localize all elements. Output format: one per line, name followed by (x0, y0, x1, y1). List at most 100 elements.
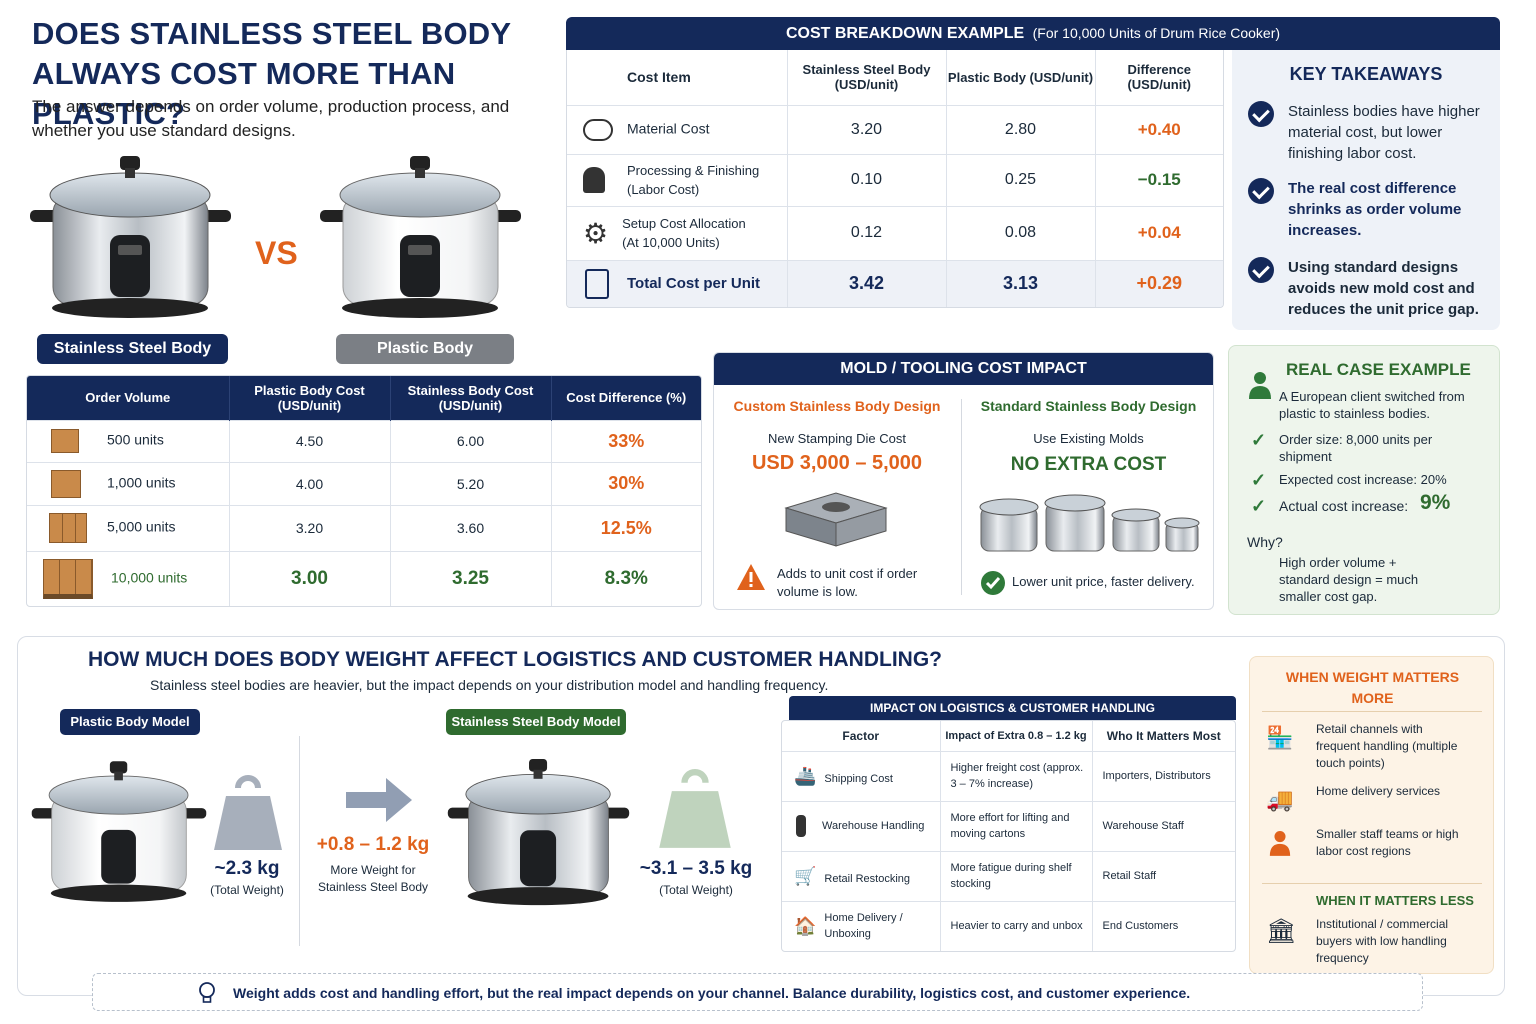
check-icon: ✓ (1251, 496, 1267, 516)
weight-icon-plastic (212, 774, 284, 857)
who-text: Warehouse Staff (1092, 800, 1235, 851)
check-circle-icon (980, 570, 1006, 601)
plastic-value: 3.13 (946, 259, 1096, 307)
impact-text: More fatigue during shelf stocking (940, 850, 1093, 901)
cost-item-label: Material Cost (627, 120, 710, 137)
table-row: 500 units 4.50 6.00 33% (27, 419, 701, 462)
boxes-icon (49, 513, 87, 543)
mold-tooling-panel: MOLD / TOOLING COST IMPACT Custom Stainl… (713, 352, 1214, 610)
impact-title: IMPACT ON LOGISTICS & CUSTOMER HANDLING (789, 696, 1236, 720)
standard-design-title: Standard Stainless Body Design (980, 398, 1197, 414)
col-cost-item: Cost Item (627, 69, 691, 86)
steel-model-label: Stainless Steel Body Model (446, 709, 626, 735)
volume-label: 5,000 units (107, 518, 176, 535)
plastic-cooker-image (318, 150, 523, 325)
table-row: Material Cost 3.20 2.80 +0.40 (567, 104, 1223, 154)
cost-item-sub: (Labor Cost) (627, 182, 700, 197)
weight-subtitle: Stainless steel bodies are heavier, but … (150, 677, 829, 693)
steel-weight-value: ~3.1 – 3.5 kg (639, 858, 753, 879)
impact-text: More effort for lifting and moving carto… (940, 800, 1093, 851)
stainless-cost: 6.00 (390, 419, 552, 462)
standard-design-note: Lower unit price, faster delivery. (1012, 574, 1195, 589)
cost-diff: 8.3% (551, 550, 701, 606)
matters-less-title: WHEN IT MATTERS LESS (1316, 893, 1474, 908)
plastic-value: 2.80 (946, 104, 1096, 154)
col-order-volume: Order Volume (27, 376, 230, 420)
takeaway-text: Using standard designs avoids new mold c… (1288, 259, 1479, 318)
divider (1262, 711, 1482, 712)
who-text: Retail Staff (1092, 850, 1235, 901)
divider (299, 736, 300, 946)
table-row: Processing & Finishing (Labor Cost) 0.10 … (567, 153, 1223, 206)
stainless-cost: 3.25 (390, 550, 552, 606)
plastic-body-label: Plastic Body (336, 334, 514, 364)
check-icon (1248, 178, 1274, 204)
plastic-cost: 4.00 (229, 461, 391, 505)
plastic-value: 0.08 (946, 205, 1096, 260)
extra-weight-value: +0.8 – 1.2 kg (316, 834, 430, 855)
table-row: 1,000 units 4.00 5.20 30% (27, 461, 701, 505)
impact-text: Heavier to carry and unbox (940, 900, 1093, 951)
lightbulb-icon (197, 981, 217, 1010)
page-title: DOES STAINLESS STEEL BODY ALWAYS COST MO… (32, 16, 511, 131)
col-who: Who It Matters Most (1091, 721, 1235, 751)
key-takeaways-title: KEY TAKEAWAYS (1289, 64, 1443, 84)
divider (1262, 883, 1482, 884)
cost-breakdown-header: COST BREAKDOWN EXAMPLE (For 10,000 Units… (566, 17, 1500, 50)
arrow-right-icon (346, 776, 414, 829)
stainless-cost: 5.20 (390, 461, 552, 505)
matters-more-item: Smaller staff teams or high labor cost r… (1316, 827, 1459, 858)
steel-value: 0.12 (787, 205, 947, 260)
real-case-order-size: Order size: 8,000 units per shipment (1279, 432, 1433, 464)
divider (961, 399, 962, 595)
table-row: ⚙ Setup Cost Allocation (At 10,000 Units)… (567, 205, 1223, 260)
mold-tooling-title: MOLD / TOOLING COST IMPACT (714, 353, 1213, 385)
cost-item-label: Setup Cost Allocation (622, 216, 746, 231)
check-icon: ✓ (1251, 470, 1267, 490)
diff-value: +0.29 (1095, 259, 1223, 307)
ship-icon: 🚢 (794, 765, 817, 786)
pallet-icon (43, 558, 93, 599)
who-text: Importers, Distributors (1092, 750, 1235, 801)
takeaway-text: Stainless bodies have higher material co… (1288, 103, 1480, 162)
plastic-weight-value: ~2.3 kg (214, 858, 280, 879)
stainless-cooker-image (28, 150, 233, 325)
cost-diff: 30% (551, 461, 701, 505)
steel-value: 0.10 (787, 153, 947, 206)
volume-label: 10,000 units (111, 569, 188, 586)
col-plastic-cost: Plastic Body Cost (USD/unit) (229, 376, 391, 420)
factor-label: Home Delivery / Unboxing (824, 912, 903, 941)
cost-breakdown-table: Cost Item Stainless Steel Body (USD/unit… (566, 50, 1224, 308)
matters-more-title: WHEN WEIGHT MATTERS MORE (1285, 669, 1460, 706)
factor-label: Shipping Cost (824, 772, 893, 785)
diff-value: +0.04 (1095, 205, 1223, 260)
material-roll-icon (583, 118, 613, 141)
check-icon (1248, 257, 1274, 283)
table-row-total: Total Cost per Unit 3.42 3.13 +0.29 (567, 259, 1223, 307)
footer-text: Weight adds cost and handling effort, bu… (233, 985, 1191, 1001)
col-plastic: Plastic Body (USD/unit) (945, 50, 1095, 105)
custom-design-sub: New Stamping Die Cost (768, 431, 906, 446)
real-case-panel: REAL CASE EXAMPLE A European client swit… (1228, 345, 1500, 615)
standard-design-sub: Use Existing Molds (1033, 431, 1144, 446)
footer-banner: Weight adds cost and handling effort, bu… (92, 973, 1423, 1011)
vs-text: VS (255, 235, 298, 271)
steel-value: 3.42 (787, 259, 947, 307)
plastic-model-label: Plastic Body Model (60, 709, 200, 735)
steel-weight-note: (Total Weight) (659, 883, 733, 897)
check-icon (1248, 101, 1274, 127)
diff-value: +0.40 (1095, 104, 1223, 154)
cost-item-sub: (At 10,000 Units) (622, 235, 720, 250)
factor-label: Warehouse Handling (822, 819, 925, 832)
real-case-actual-label: Actual cost increase: (1279, 498, 1409, 514)
box-icon (51, 429, 79, 453)
factor-label: Retail Restocking (824, 872, 911, 885)
gear-icon: ⚙ (583, 217, 609, 249)
col-steel: Stainless Steel Body (USD/unit) (786, 50, 946, 105)
col-cost-difference: Cost Difference (%) (551, 376, 701, 420)
plastic-cost: 3.00 (229, 550, 391, 606)
truck-icon: 🚚 (1266, 787, 1294, 812)
takeaway-item: Using standard designs avoids new mold c… (1248, 257, 1500, 320)
table-row: 5,000 units 3.20 3.60 12.5% (27, 504, 701, 551)
col-stainless-cost: Stainless Body Cost (USD/unit) (390, 376, 552, 420)
